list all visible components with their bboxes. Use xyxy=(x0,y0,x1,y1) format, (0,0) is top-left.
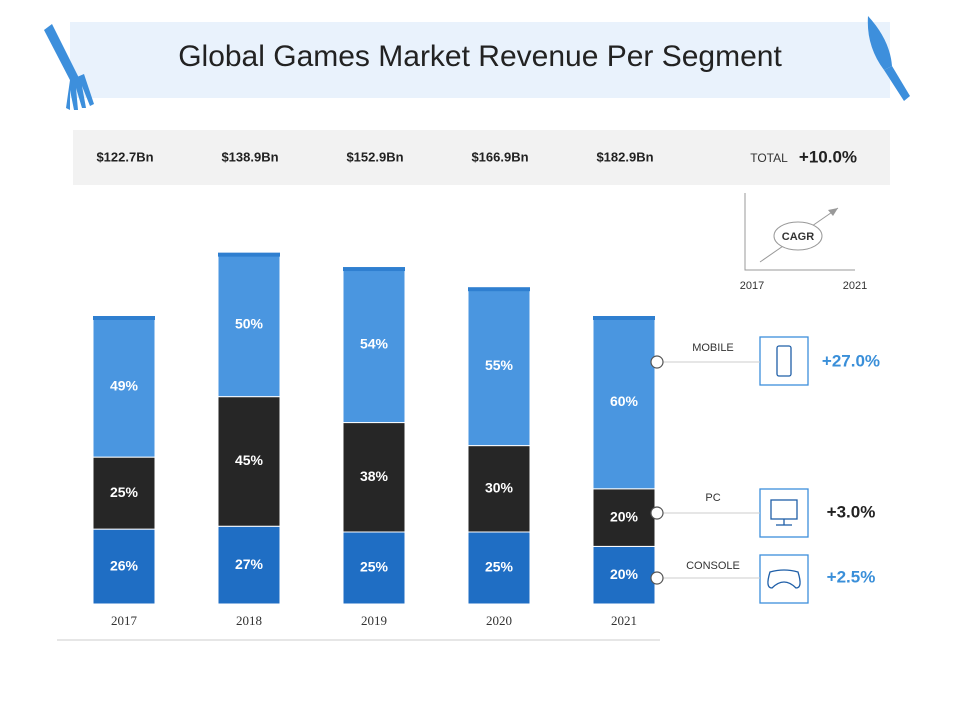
value-label: 45% xyxy=(235,452,264,468)
bar-segment xyxy=(92,315,156,458)
value-label: 20% xyxy=(610,566,639,582)
legend-dot xyxy=(650,571,664,585)
cagr-diagram: CAGR 2017 2021 xyxy=(740,193,867,292)
chart-title: Global Games Market Revenue Per Segment xyxy=(178,40,782,73)
bar-segment xyxy=(92,456,156,530)
value-label: 25% xyxy=(360,559,389,575)
bar-cap xyxy=(93,316,155,320)
value-label: 60% xyxy=(610,393,639,409)
bar-segment xyxy=(467,531,531,605)
value-label: 54% xyxy=(360,336,389,352)
total-value: $166.9Bn xyxy=(471,149,528,164)
bar-segment xyxy=(592,315,656,490)
bar-segment xyxy=(467,286,531,447)
icons xyxy=(759,336,809,604)
bar-segment xyxy=(342,266,406,424)
bar-segment xyxy=(217,252,281,398)
totals-strip xyxy=(73,130,890,185)
bar-segment xyxy=(92,528,156,605)
cagr-end: 2021 xyxy=(843,280,867,292)
fork-icon xyxy=(44,24,94,110)
value-label: 49% xyxy=(110,377,139,393)
value-label: 25% xyxy=(110,484,139,500)
cagr-arrowhead xyxy=(828,208,838,216)
value-label: 50% xyxy=(235,315,264,331)
bar-segment xyxy=(217,525,281,605)
bar-segment xyxy=(342,422,406,533)
bar-segment xyxy=(342,531,406,605)
x-tick-label: 2019 xyxy=(361,613,387,628)
bar-segment xyxy=(217,396,281,527)
bar-cap xyxy=(218,252,280,257)
legend-label: CONSOLE xyxy=(686,560,740,572)
legend-dot xyxy=(650,355,664,369)
cagr-axes xyxy=(744,193,855,271)
value-label: 27% xyxy=(235,556,264,572)
legend-dot xyxy=(650,506,664,520)
x-tick-label: 2018 xyxy=(236,613,262,628)
bar-segment xyxy=(592,488,656,547)
bar-cap xyxy=(468,287,530,292)
total-value: $138.9Bn xyxy=(221,149,278,164)
segment-growth: +2.5% xyxy=(827,567,876,586)
bar-segment xyxy=(467,445,531,533)
total-label: TOTAL xyxy=(750,151,788,165)
total-value: $182.9Bn xyxy=(596,149,653,164)
x-tick-label: 2021 xyxy=(611,613,637,628)
value-label: 30% xyxy=(485,480,514,496)
bar-cap xyxy=(343,267,405,272)
value-label: 55% xyxy=(485,357,514,373)
bar-segment xyxy=(592,545,656,605)
value-label: 25% xyxy=(485,559,514,575)
total-growth: +10.0% xyxy=(799,147,857,166)
x-tick-label: 2017 xyxy=(111,613,138,628)
knife-icon xyxy=(867,16,910,101)
x-tick-label: 2020 xyxy=(486,613,512,628)
legend-label: PC xyxy=(705,492,720,504)
cagr-ellipse xyxy=(773,221,823,251)
cagr-start: 2017 xyxy=(740,280,764,292)
segment-growth: +3.0% xyxy=(827,502,876,521)
legend-label: MOBILE xyxy=(692,342,734,354)
value-label: 20% xyxy=(610,508,639,524)
total-value: $122.7Bn xyxy=(96,149,153,164)
bar-cap xyxy=(593,316,655,320)
segment-growth: +27.0% xyxy=(822,351,880,370)
title-banner xyxy=(70,22,890,98)
value-label: 26% xyxy=(110,557,139,573)
value-label: 38% xyxy=(360,468,389,484)
total-value: $152.9Bn xyxy=(346,149,403,164)
cagr-label: CAGR xyxy=(782,231,814,243)
